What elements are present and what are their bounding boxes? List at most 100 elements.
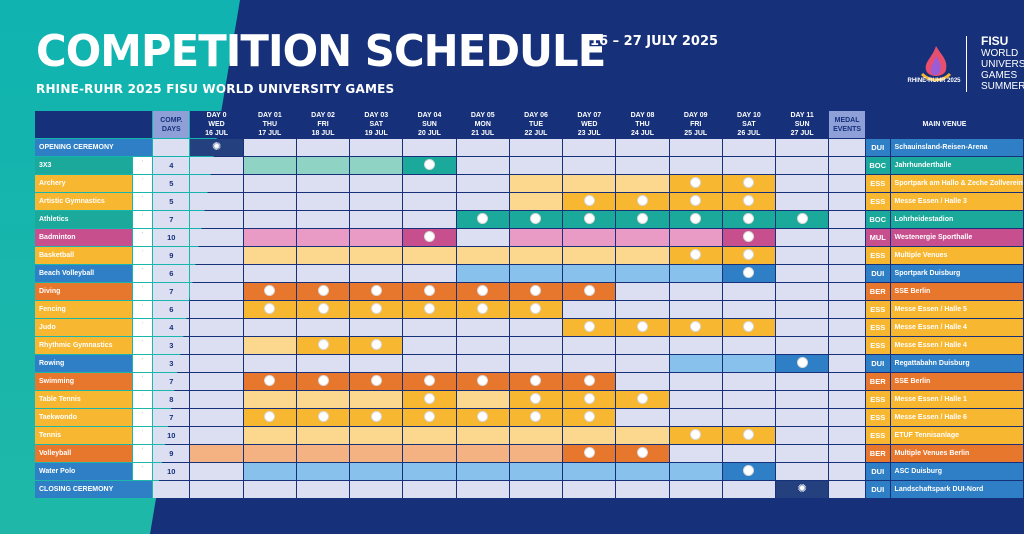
- gymnastics-icon: 🏃: [133, 193, 153, 210]
- sport-name: Diving: [35, 283, 133, 300]
- sport-row: Archery 🏃 5 ESS Sportpark am Hallo & Zeche Z…: [35, 175, 1023, 192]
- empty-day-cell: [563, 337, 616, 354]
- medal-day-cell: [296, 373, 350, 390]
- competition-day-cell: [616, 229, 669, 246]
- competition-day-cell: [456, 427, 509, 444]
- medal-icon: [423, 411, 435, 422]
- empty-day-cell: [616, 139, 669, 156]
- competition-day-cell: [350, 229, 403, 246]
- sport-name: Archery: [35, 175, 133, 192]
- medal-day-cell: [456, 283, 509, 300]
- sport-row: Tennis 🏃 10 ESS ETUF Tennisanlage: [35, 427, 1023, 444]
- medal-day-cell: [563, 319, 616, 336]
- empty-day-cell: [616, 409, 669, 426]
- venue-name: Messe Essen / Halle 6: [890, 409, 1023, 426]
- sport-name: Volleyball: [35, 445, 133, 462]
- empty-day-cell: [776, 319, 829, 336]
- medal-icon: [690, 249, 702, 260]
- competition-day-cell: [296, 391, 350, 408]
- empty-day-cell: [509, 157, 563, 174]
- medal-events-cell: [829, 445, 865, 462]
- empty-day-cell: [509, 139, 563, 156]
- venue-name: Messe Essen / Halle 3: [890, 193, 1023, 210]
- medal-icon: [477, 303, 489, 314]
- competition-day-cell: [509, 193, 563, 210]
- competition-day-cell: [403, 427, 456, 444]
- medal-icon: [743, 429, 755, 440]
- competition-day-cell: [403, 445, 456, 462]
- comp-days-count: 10: [153, 463, 190, 480]
- competition-day-cell: [616, 463, 669, 480]
- sport-row: Beach Volleyball 🏃 6 DUI Sportpark Duisburg: [35, 265, 1023, 282]
- sport-name: Tennis: [35, 427, 133, 444]
- medal-icon: [796, 213, 808, 224]
- day-header: DAY 01 THU 17 JUL: [243, 111, 296, 138]
- medal-day-cell: [403, 409, 456, 426]
- medal-events-cell: [829, 175, 865, 192]
- venue-code: ESS: [865, 427, 890, 444]
- empty-day-cell: [190, 427, 243, 444]
- sport-name: Basketball: [35, 247, 133, 264]
- competition-day-cell: [350, 463, 403, 480]
- empty-day-cell: [456, 139, 509, 156]
- medal-icon: [690, 321, 702, 332]
- sport-name: Athletics: [35, 211, 133, 228]
- medal-icon: [583, 213, 595, 224]
- comp-days-count: [153, 481, 190, 498]
- medal-day-cell: [669, 319, 722, 336]
- medal-day-cell: [722, 463, 776, 480]
- medal-day-cell: [563, 193, 616, 210]
- empty-day-cell: [456, 157, 509, 174]
- competition-day-cell: [669, 229, 722, 246]
- medal-icon: [423, 303, 435, 314]
- empty-day-cell: [190, 355, 243, 372]
- medal-day-cell: [403, 157, 456, 174]
- sport-name: OPENING CEREMONY: [35, 139, 153, 156]
- ceremony-burst-icon: ✺: [211, 141, 222, 153]
- competition-day-cell: [509, 247, 563, 264]
- empty-day-cell: [456, 319, 509, 336]
- sport-name: Taekwondo: [35, 409, 133, 426]
- competition-day-cell: [669, 463, 722, 480]
- medal-icon: [370, 285, 382, 296]
- sport-name: Fencing: [35, 301, 133, 318]
- empty-day-cell: [509, 481, 563, 498]
- competition-day-cell: [296, 157, 350, 174]
- medal-icon: [690, 213, 702, 224]
- competition-day-cell: [563, 175, 616, 192]
- venue-code: BER: [865, 373, 890, 390]
- day-header: DAY 0 WED 16 JUL: [190, 111, 243, 138]
- medal-icon: [317, 375, 329, 386]
- day-header: DAY 02 FRI 18 JUL: [296, 111, 350, 138]
- empty-day-cell: [296, 193, 350, 210]
- empty-day-cell: [243, 319, 296, 336]
- venue-code: DUI: [865, 355, 890, 372]
- competition-day-cell: [509, 463, 563, 480]
- empty-day-cell: [776, 337, 829, 354]
- sport-name: Badminton: [35, 229, 133, 246]
- comp-days-count: 6: [153, 301, 190, 318]
- ceremony-cell: ✺: [776, 481, 829, 498]
- empty-day-cell: [243, 211, 296, 228]
- medal-icon: [637, 321, 648, 332]
- competition-day-cell: [296, 463, 350, 480]
- medal-icon: [530, 285, 542, 296]
- sport-name: Rowing: [35, 355, 133, 372]
- medal-events-cell: [829, 391, 865, 408]
- medal-icon: [690, 195, 702, 206]
- empty-day-cell: [296, 175, 350, 192]
- medal-icon: [583, 195, 595, 206]
- comp-days-count: 7: [153, 283, 190, 300]
- day-header: DAY 09 FRI 25 JUL: [669, 111, 722, 138]
- medal-icon: [583, 321, 595, 332]
- empty-day-cell: [776, 139, 829, 156]
- venue-code: BOC: [865, 211, 890, 228]
- empty-day-cell: [350, 319, 403, 336]
- medal-day-cell: [456, 409, 509, 426]
- empty-day-cell: [722, 481, 776, 498]
- competition-day-cell: [243, 463, 296, 480]
- medal-day-cell: [616, 193, 669, 210]
- empty-day-cell: [776, 193, 829, 210]
- ceremony-cell: ✺: [190, 139, 243, 156]
- medal-icon: [477, 285, 489, 296]
